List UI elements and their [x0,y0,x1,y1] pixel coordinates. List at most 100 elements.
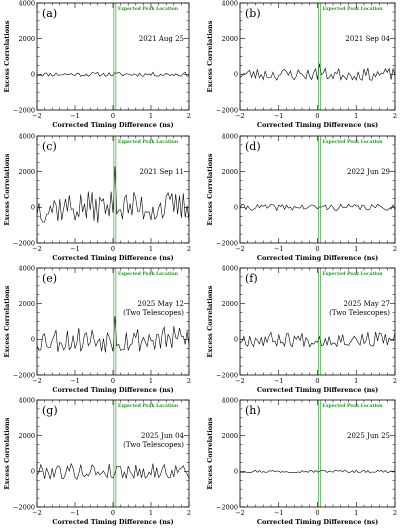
correlation-line [36,71,190,77]
y-tick-label: 4000 [221,0,238,7]
peak-label: Expected Peak Location [322,139,383,145]
chart-panel: Expected Peak Location −2000 0 2000 4000 −2 −1… [206,0,397,129]
x-tick-label: −1 [274,112,284,120]
x-tick-label: 2 [187,509,191,517]
y-tick-label: 0 [234,336,238,344]
x-tick-label: 1 [149,509,153,517]
y-tick-label: 0 [31,468,35,476]
x-axis-label: Corrected Timing Difference (ns) [52,121,173,129]
y-tick-label: 2000 [221,300,238,308]
y-tick-label: −2000 [216,371,238,379]
observation-date: 2025 Jun 04 [141,432,185,440]
correlation-line [36,316,190,353]
plot-frame [239,399,396,508]
plot-frame [36,2,190,111]
panel-label: (c) [42,140,57,153]
x-tick-label: −2 [32,509,42,517]
y-tick-label: 4000 [18,132,35,140]
observation-date: 2021 Sep 11 [139,168,184,176]
x-tick-label: 2 [393,509,397,517]
y-tick-label: 0 [234,71,238,79]
x-tick-label: 0 [315,112,319,120]
x-axis-label: Corrected Timing Difference (ns) [52,518,173,526]
plot-frame [239,2,396,111]
correlation-line [239,203,396,212]
x-axis-label: Corrected Timing Difference (ns) [257,518,378,526]
x-tick-label: 1 [149,377,153,385]
plot-frame [36,267,190,376]
peak-label: Expected Peak Location [118,403,179,409]
x-tick-label: −2 [235,509,245,517]
x-tick-label: 0 [111,509,115,517]
chart-panel: Expected Peak Location −2000 0 2000 4000 −2 −1… [3,132,191,262]
y-tick-label: 2000 [221,432,238,440]
plot-frame [239,135,396,244]
y-tick-label: 0 [234,468,238,476]
panel-label: (a) [42,7,57,20]
x-tick-label: 2 [187,377,191,385]
observation-date: 2025 May 12 [138,300,184,308]
panel-label: (e) [42,272,57,285]
observation-date: 2025 Jun 25 [347,432,390,440]
y-tick-label: 4000 [221,132,238,140]
x-tick-label: 2 [187,245,191,253]
x-tick-label: −2 [32,112,42,120]
y-axis-label: Excess Correlations [206,20,214,92]
correlation-line [239,469,396,474]
peak-label: Expected Peak Location [118,271,179,277]
y-tick-label: 2000 [18,300,35,308]
observation-date: 2025 May 27 [344,300,390,308]
x-tick-label: 2 [393,245,397,253]
observation-date: 2021 Sep 04 [345,35,390,43]
x-tick-label: 2 [393,377,397,385]
y-tick-label: 4000 [18,0,35,7]
y-axis-label: Excess Correlations [206,417,214,489]
x-tick-label: −1 [274,509,284,517]
x-tick-label: −2 [235,377,245,385]
correlation-line [239,63,396,81]
y-tick-label: 2000 [18,432,35,440]
y-tick-label: −2000 [13,239,35,247]
x-tick-label: 1 [354,377,358,385]
chart-panel: Expected Peak Location −2000 0 2000 4000 −2 −1… [206,396,397,526]
x-tick-label: 0 [111,377,115,385]
peak-label: Expected Peak Location [118,139,179,145]
correlation-line [36,166,190,224]
y-tick-label: 0 [31,71,35,79]
chart-panel: Expected Peak Location −2000 0 2000 4000 −2 −1… [206,132,397,262]
plot-frame [36,135,190,244]
x-tick-label: −1 [274,377,284,385]
x-tick-label: −1 [274,245,284,253]
y-axis-label: Excess Correlations [206,153,214,225]
y-tick-label: −2000 [216,239,238,247]
y-tick-label: 2000 [18,35,35,43]
y-tick-label: 0 [234,204,238,212]
y-axis-label: Excess Correlations [206,285,214,357]
y-tick-label: 2000 [18,168,35,176]
x-tick-label: 0 [111,245,115,253]
x-tick-label: 1 [149,112,153,120]
chart-panel: Expected Peak Location −2000 0 2000 4000 −2 −1… [206,264,397,394]
observation-date: 2021 Aug 25 [139,35,184,43]
peak-label: Expected Peak Location [322,403,383,409]
x-axis-label: Corrected Timing Difference (ns) [257,254,378,262]
y-tick-label: 2000 [221,35,238,43]
x-axis-label: Corrected Timing Difference (ns) [257,121,378,129]
y-tick-label: 4000 [221,264,238,272]
x-tick-label: 2 [393,112,397,120]
x-tick-label: −1 [70,245,80,253]
panel-label: (h) [245,404,261,417]
x-tick-label: −1 [70,509,80,517]
plot-frame [36,399,190,508]
x-tick-label: −2 [32,245,42,253]
correlation-line [36,462,190,480]
x-tick-label: 0 [315,509,319,517]
x-axis-label: Corrected Timing Difference (ns) [257,386,378,394]
x-tick-label: 1 [149,245,153,253]
x-tick-label: −2 [235,112,245,120]
y-axis-label: Excess Correlations [3,285,11,357]
x-tick-label: 1 [354,509,358,517]
y-tick-label: −2000 [13,106,35,114]
plot-frame [239,267,396,376]
x-tick-label: −1 [70,112,80,120]
